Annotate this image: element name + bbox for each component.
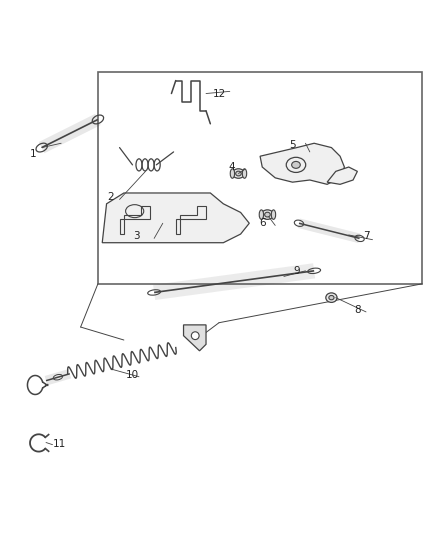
- Text: 1: 1: [30, 149, 36, 159]
- Bar: [98, 72, 422, 284]
- Ellipse shape: [233, 169, 244, 178]
- Text: 5: 5: [289, 140, 296, 150]
- Ellipse shape: [271, 210, 276, 220]
- Text: 8: 8: [354, 305, 361, 315]
- Text: 7: 7: [363, 231, 369, 241]
- Ellipse shape: [329, 295, 334, 300]
- Ellipse shape: [261, 210, 273, 220]
- Ellipse shape: [326, 293, 337, 302]
- Text: 4: 4: [229, 162, 235, 172]
- Polygon shape: [176, 206, 206, 234]
- Text: 12: 12: [212, 88, 226, 99]
- Text: 6: 6: [259, 218, 265, 228]
- Circle shape: [191, 332, 199, 340]
- Text: 9: 9: [293, 266, 300, 276]
- Polygon shape: [102, 193, 249, 243]
- Polygon shape: [184, 325, 206, 351]
- Ellipse shape: [242, 169, 247, 178]
- Polygon shape: [327, 167, 357, 184]
- Polygon shape: [260, 143, 344, 184]
- Ellipse shape: [292, 161, 300, 168]
- Text: 10: 10: [126, 369, 139, 379]
- Polygon shape: [120, 206, 150, 234]
- Text: 11: 11: [53, 439, 66, 449]
- Text: 2: 2: [108, 192, 114, 203]
- Ellipse shape: [259, 210, 264, 220]
- Ellipse shape: [236, 171, 241, 176]
- Ellipse shape: [230, 169, 235, 178]
- Text: 3: 3: [134, 231, 140, 241]
- Ellipse shape: [265, 212, 270, 217]
